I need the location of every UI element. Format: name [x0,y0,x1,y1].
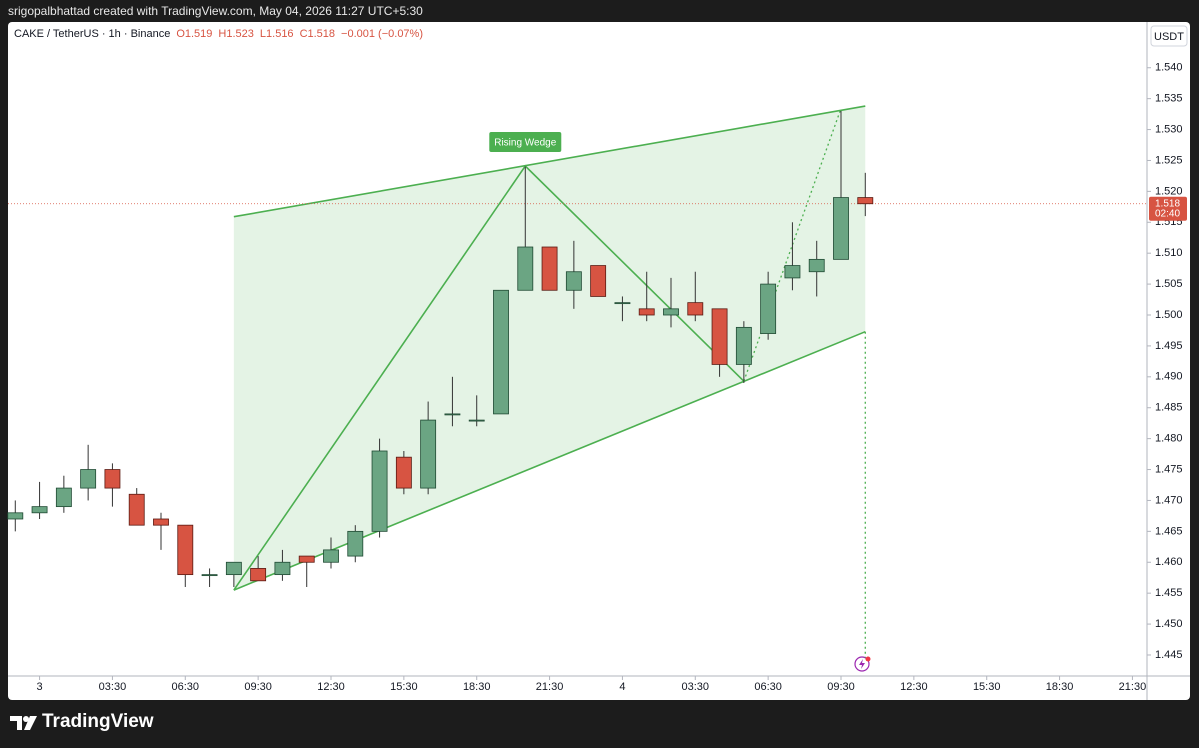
y-tick-label: 1.465 [1155,525,1183,537]
candle-body [274,561,291,576]
y-tick-label: 1.500 [1155,309,1183,321]
candle-body [104,469,121,489]
candle-body [371,450,388,532]
y-tick-label: 1.530 [1155,123,1183,135]
y-tick-label: 1.450 [1155,618,1183,630]
candle-body [833,197,849,260]
candle-body [395,456,412,489]
y-tick-label: 1.460 [1155,556,1183,568]
candle-body [298,555,315,563]
candle-body [177,524,194,576]
header-title: srigopalbhattad created with TradingView… [8,4,423,18]
ohlc-label: H1.523 [218,28,254,40]
y-tick-label: 1.540 [1155,62,1183,74]
candle-body [857,197,874,205]
x-tick-label: 15:30 [973,681,1001,693]
wedge-upper-line [233,105,866,218]
x-tick-label: 09:30 [827,681,855,693]
candle-body [493,289,509,415]
y-tick-label: 1.495 [1155,340,1183,352]
candle-body [541,246,558,291]
y-tick-label: 1.475 [1155,463,1183,475]
legend: CAKE / TetherUS · 1h · Binance O1.519 H1.5… [14,28,423,40]
wedge-projection [743,108,842,382]
x-tick-label: 21:30 [536,681,564,693]
ohlc-label: −0.001 (−0.07%) [341,28,423,40]
candle-body [590,265,607,297]
x-tick-label: 03:30 [99,681,127,693]
y-tick-label: 1.445 [1155,649,1183,661]
candle-body [565,271,582,291]
candle-body [444,413,461,416]
ohlc-label: L1.516 [259,28,294,40]
y-tick-label: 1.535 [1155,93,1183,105]
x-tick-label: 4 [619,681,625,693]
candle-body [31,506,48,514]
currency-button[interactable] [1150,25,1188,47]
x-tick-label: 21:30 [1119,681,1147,693]
y-tick-label: 1.525 [1155,154,1183,166]
candle-body [735,326,752,365]
x-tick-label: 06:30 [754,681,782,693]
candle-body [225,561,242,576]
candle-body [687,302,704,316]
wedge-area [233,106,866,591]
pattern-label: Rising Wedge [494,138,557,149]
candle-body [663,308,679,316]
candle-body [711,308,728,365]
x-tick-label: 3 [37,681,43,693]
candle-body [517,246,534,291]
candle-body [420,419,437,489]
currency-label: USDT [1154,31,1184,43]
candle-body [638,308,655,316]
candle-body [55,487,72,508]
candle-body [250,568,267,582]
x-tick-label: 18:30 [463,681,491,693]
ohlc-label: C1.518 [299,28,336,40]
price-badge-value: 1.518 [1155,198,1180,209]
symbol: CAKE / TetherUS · 1h · Binance [14,28,171,40]
candle-body [614,302,631,305]
wedge-lower-line [233,330,866,591]
candle-body [128,493,145,526]
candle-body [80,469,97,489]
x-tick-label: 03:30 [682,681,710,693]
brand: TradingView [42,711,154,732]
brand-logo [10,716,37,730]
x-tick-label: 09:30 [244,681,272,693]
price-badge-countdown: 02:40 [1155,208,1180,219]
ohlc-label: O1.519 [176,28,213,40]
y-tick-label: 1.505 [1155,278,1183,290]
candle-body [323,549,339,563]
candle-body [760,283,777,334]
pattern-label-box [489,132,562,153]
y-tick-label: 1.455 [1155,587,1183,599]
price-badge [1149,196,1187,221]
candle-body [347,530,364,557]
y-tick-label: 1.485 [1155,402,1183,414]
y-tick-label: 1.480 [1155,433,1183,445]
x-tick-label: 15:30 [390,681,418,693]
x-tick-label: 12:30 [317,681,345,693]
y-tick-label: 1.520 [1155,185,1183,197]
alert-icon [854,656,871,672]
y-tick-label: 1.510 [1155,247,1183,259]
candle-body [468,419,485,422]
x-tick-label: 06:30 [172,681,200,693]
y-tick-label: 1.490 [1155,371,1183,383]
chart-panel [8,22,1190,700]
candle-body [153,518,169,526]
x-tick-label: 12:30 [900,681,928,693]
x-tick-label: 18:30 [1046,681,1074,693]
candle-body [201,574,218,577]
candle-body [784,265,801,279]
candle-body [7,512,24,520]
y-tick-label: 1.470 [1155,494,1183,506]
candle-body [808,258,825,273]
